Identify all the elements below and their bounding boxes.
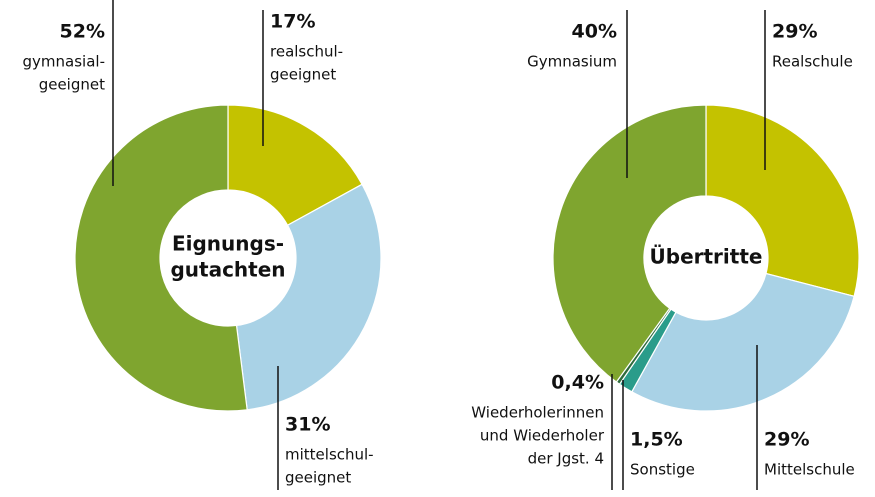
value-label: 40% xyxy=(572,21,617,43)
value-label: 1,5% xyxy=(630,429,683,451)
segment-label: geeignet xyxy=(285,469,351,487)
segment-label: Gymnasium xyxy=(527,53,617,71)
donut-segment xyxy=(705,104,860,298)
center-label: gutachten xyxy=(170,258,285,282)
segment-label: Sonstige xyxy=(630,461,695,479)
segment-label: geeignet xyxy=(39,76,105,94)
donut-segment xyxy=(74,104,248,412)
value-label: 29% xyxy=(764,429,809,451)
segment-label: geeignet xyxy=(270,66,336,84)
donut-segment xyxy=(227,104,363,227)
segment-label: Wiederholerinnen xyxy=(471,404,604,422)
segment-label: gymnasial- xyxy=(23,53,105,71)
donut-segment xyxy=(235,183,382,411)
value-label: 29% xyxy=(772,21,817,43)
value-label: 31% xyxy=(285,414,330,436)
donut-segment xyxy=(552,104,707,383)
donut-segment xyxy=(630,272,855,412)
segment-label: und Wiederholer xyxy=(480,427,605,445)
center-label: Übertritte xyxy=(650,245,763,269)
value-label: 17% xyxy=(270,11,315,33)
center-label: Eignungs- xyxy=(172,232,284,256)
segment-label: Realschule xyxy=(772,53,853,71)
segment-label: Mittelschule xyxy=(764,461,855,479)
segment-label: mittelschul- xyxy=(285,446,374,464)
value-label: 0,4% xyxy=(551,372,604,394)
segment-label: der Jgst. 4 xyxy=(528,450,604,468)
value-label: 52% xyxy=(60,21,105,43)
segment-label: realschul- xyxy=(270,43,343,61)
